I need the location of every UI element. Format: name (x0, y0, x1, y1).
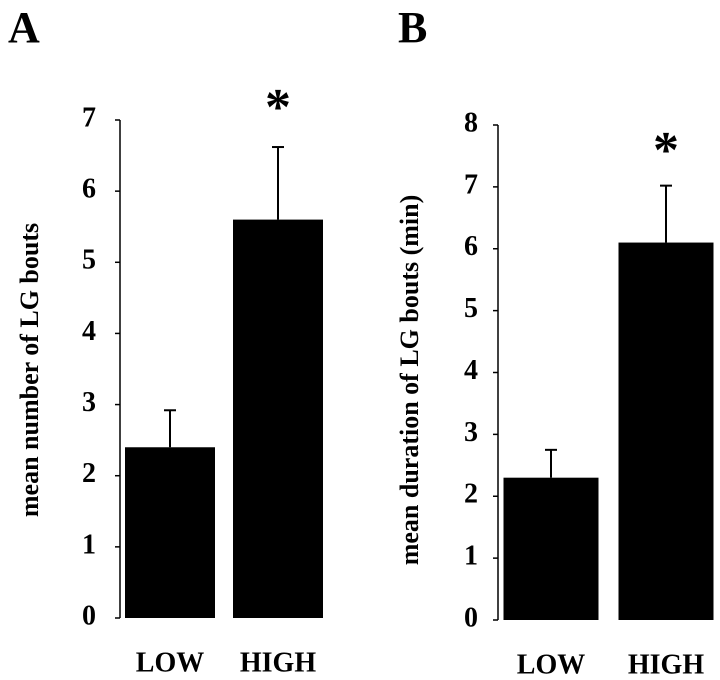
y-tick-label: 3 (464, 417, 478, 448)
x-tick-label: LOW (136, 647, 204, 678)
panel-label: A (8, 3, 40, 52)
y-tick-label: 1 (464, 541, 478, 572)
y-tick-label: 7 (82, 102, 96, 133)
bar (503, 477, 599, 620)
x-tick-label: LOW (517, 649, 585, 680)
y-tick-label: 3 (82, 387, 96, 418)
x-tick-label: HIGH (240, 647, 316, 678)
annotation: * (653, 122, 679, 179)
annotation: * (265, 79, 291, 136)
bar (233, 219, 323, 618)
bar (125, 447, 215, 618)
panel-label: B (398, 3, 427, 52)
y-tick-label: 2 (82, 458, 96, 489)
y-tick-label: 4 (82, 316, 96, 347)
y-tick-label: 4 (464, 355, 478, 386)
bar (618, 242, 714, 620)
y-tick-label: 0 (82, 600, 96, 631)
y-axis-label: mean duration of LG bouts (min) (395, 195, 424, 566)
y-tick-label: 2 (464, 479, 478, 510)
y-tick-label: 5 (464, 293, 478, 324)
y-tick-label: 6 (82, 174, 96, 205)
y-tick-label: 1 (82, 529, 96, 560)
y-axis-label: mean number of LG bouts (15, 223, 44, 517)
y-tick-label: 5 (82, 245, 96, 276)
y-tick-label: 0 (464, 602, 478, 633)
y-tick-label: 8 (464, 107, 478, 138)
y-tick-label: 6 (464, 231, 478, 262)
x-tick-label: HIGH (628, 649, 704, 680)
y-tick-label: 7 (464, 169, 478, 200)
